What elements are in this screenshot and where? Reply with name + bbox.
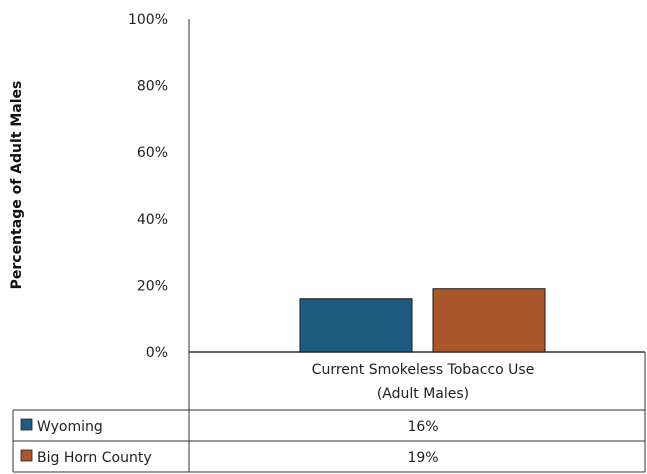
legend-label-big-horn-county: Big Horn County — [37, 450, 152, 466]
legend-swatch-big-horn-county — [20, 449, 33, 462]
legend-label-wyoming: Wyoming — [37, 419, 103, 435]
y-tick-label: 40% — [137, 212, 168, 228]
bar-wyoming — [299, 298, 413, 353]
category-label-line-2: (Adult Males) — [377, 386, 469, 402]
y-tick-label: 0% — [146, 345, 168, 361]
data-label-big-horn-county: 19% — [407, 450, 438, 466]
y-tick-label: 60% — [137, 145, 168, 161]
y-axis-title: Percentage of Adult Males — [9, 81, 25, 290]
bar-big-horn-county — [432, 288, 546, 353]
y-tick-label: 20% — [137, 278, 168, 294]
y-tick-label: 100% — [128, 12, 168, 28]
category-label-line-1: Current Smokeless Tobacco Use — [312, 362, 535, 378]
y-axis-ticks: 0% 20% 40% 60% 80% 100% — [128, 12, 168, 361]
bars — [299, 288, 546, 353]
y-tick-label: 80% — [137, 79, 168, 95]
legend-swatch-wyoming — [20, 418, 33, 431]
data-table: Current Smokeless Tobacco Use (Adult Mal… — [12, 352, 646, 473]
data-label-wyoming: 16% — [407, 419, 438, 435]
